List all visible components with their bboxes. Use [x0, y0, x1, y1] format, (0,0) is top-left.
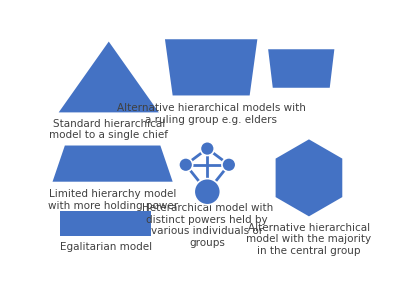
Text: Standard hierarchical
model to a single chief: Standard hierarchical model to a single … — [49, 119, 168, 140]
Circle shape — [200, 142, 214, 155]
Polygon shape — [60, 211, 151, 236]
Text: Alternative hierarchical models with
a ruling group e.g. elders: Alternative hierarchical models with a r… — [117, 103, 306, 125]
Text: Egalitarian model: Egalitarian model — [60, 242, 152, 252]
Polygon shape — [268, 49, 334, 88]
Circle shape — [194, 178, 220, 205]
Text: Alternative hierarchical
model with the majority
in the central group: Alternative hierarchical model with the … — [246, 222, 372, 256]
Polygon shape — [52, 145, 173, 182]
Polygon shape — [59, 42, 159, 112]
Polygon shape — [165, 39, 257, 96]
Circle shape — [179, 158, 193, 172]
Circle shape — [222, 158, 236, 172]
Polygon shape — [276, 139, 342, 216]
Text: Limited hierarchy model
with more holding power: Limited hierarchy model with more holdin… — [48, 189, 178, 211]
Text: Heterarchical model with
distinct powers held by
various individuals or
groups: Heterarchical model with distinct powers… — [142, 203, 273, 248]
